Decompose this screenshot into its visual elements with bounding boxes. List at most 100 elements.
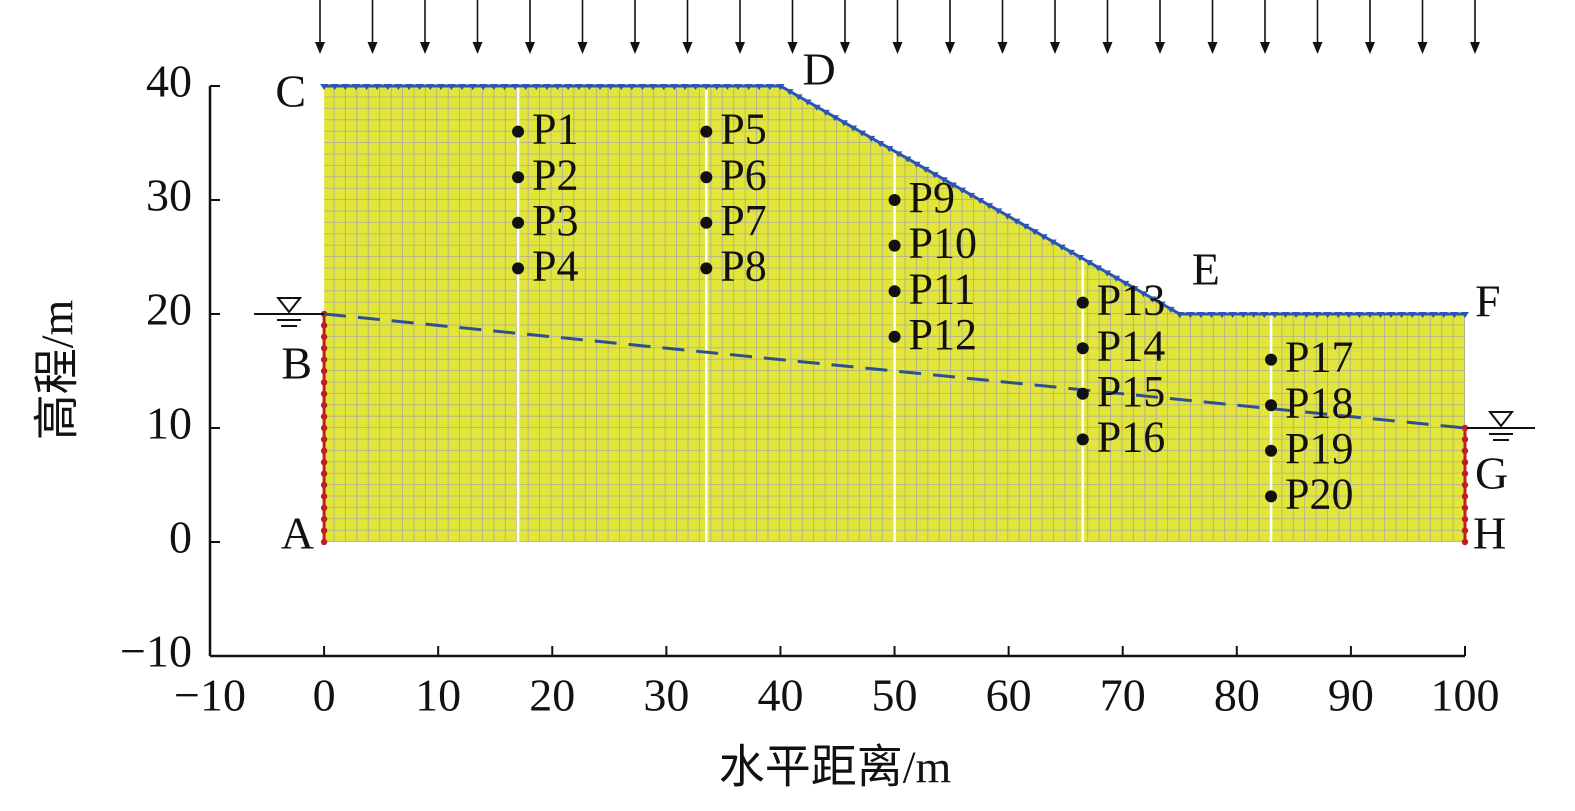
boundary-marker	[1249, 312, 1258, 318]
boundary-marker	[1103, 270, 1112, 277]
boundary-marker	[1012, 218, 1021, 225]
load-arrow-head	[315, 42, 325, 54]
boundary-marker	[1112, 275, 1121, 282]
y-tick-label: 0	[169, 512, 192, 563]
boundary-marker	[574, 84, 583, 90]
water-symbol	[277, 319, 302, 327]
point-label: P2	[532, 150, 578, 199]
boundary-marker	[627, 84, 636, 90]
boundary-dot	[1461, 424, 1469, 432]
boundary-marker	[1218, 312, 1227, 318]
boundary-marker	[867, 135, 876, 142]
point-label: P18	[1285, 378, 1353, 427]
boundary-marker	[1196, 312, 1205, 318]
point-label: P20	[1285, 469, 1353, 518]
boundary-marker	[723, 84, 732, 90]
boundary-dot	[1461, 470, 1469, 477]
x-tick-label: 60	[986, 670, 1032, 721]
monitor-point	[1076, 296, 1089, 309]
boundary-marker	[680, 84, 689, 90]
monitor-point	[888, 239, 901, 252]
monitor-point	[888, 194, 901, 206]
boundary-marker	[702, 84, 711, 90]
boundary-marker	[1461, 312, 1469, 318]
boundary-marker	[1429, 312, 1438, 318]
monitor-point	[512, 216, 525, 229]
boundary-marker	[415, 84, 424, 90]
water-symbol	[1489, 433, 1513, 441]
boundary-dot	[320, 356, 328, 363]
boundary-marker	[564, 84, 573, 90]
boundary-marker	[585, 84, 594, 90]
x-tick-label: 10	[415, 670, 461, 721]
boundary-dot	[1461, 504, 1469, 511]
boundary-dot	[320, 402, 328, 409]
x-tick-label: 30	[643, 670, 689, 721]
x-tick-label: −10	[174, 670, 246, 721]
boundary-marker	[1066, 249, 1075, 256]
boundary-marker	[994, 208, 1003, 215]
boundary-marker	[447, 84, 456, 90]
boundary-dot	[320, 516, 328, 523]
boundary-marker	[1376, 312, 1385, 318]
boundary-marker	[803, 99, 812, 106]
boundary-marker	[1030, 229, 1039, 236]
monitor-point	[888, 285, 901, 298]
point-label: P17	[1285, 333, 1353, 382]
load-arrow-head	[787, 42, 798, 54]
monitor-point	[512, 171, 525, 184]
corner-label: E	[1192, 244, 1220, 295]
boundary-dot	[320, 390, 328, 397]
load-arrow-head	[1312, 42, 1323, 54]
y-axis-label: 高程/m	[32, 300, 83, 441]
boundary-marker	[521, 84, 530, 90]
boundary-marker	[839, 120, 848, 127]
boundary-marker	[1186, 312, 1195, 318]
monitor-point	[1076, 387, 1089, 400]
boundary-dot	[320, 424, 328, 432]
boundary-marker	[1157, 301, 1166, 308]
boundary-dot	[1461, 447, 1469, 454]
boundary-marker	[734, 84, 743, 90]
boundary-dot	[320, 436, 328, 443]
monitor-point	[1076, 433, 1089, 446]
monitor-point	[1265, 490, 1278, 503]
boundary-marker	[712, 84, 721, 90]
boundary-marker	[1418, 312, 1427, 318]
boundary-marker	[330, 84, 339, 90]
boundary-marker	[373, 84, 382, 90]
boundary-marker	[1313, 312, 1322, 318]
boundary-marker	[921, 166, 930, 173]
point-label: P4	[532, 241, 578, 290]
boundary-marker	[1021, 223, 1030, 230]
water-symbol	[276, 297, 303, 314]
x-tick-label: 40	[757, 670, 803, 721]
boundary-marker	[1260, 312, 1269, 318]
boundary-marker	[776, 84, 785, 90]
boundary-marker	[1239, 312, 1248, 318]
boundary-marker	[1166, 306, 1175, 313]
boundary-marker	[617, 84, 626, 90]
point-label: P11	[909, 264, 976, 313]
x-tick-label: 20	[529, 670, 575, 721]
corner-label: H	[1473, 508, 1506, 559]
boundary-marker	[785, 89, 794, 96]
load-arrow-head	[1260, 42, 1270, 54]
boundary-marker	[976, 198, 985, 204]
monitor-point	[1265, 444, 1278, 457]
boundary-marker	[606, 84, 615, 90]
corner-label: D	[802, 44, 835, 95]
boundary-marker	[458, 84, 467, 90]
point-label: P3	[532, 196, 578, 245]
boundary-dot	[1461, 459, 1469, 466]
boundary-marker	[1130, 286, 1139, 293]
corner-label: A	[281, 508, 314, 559]
x-tick-label: 80	[1214, 670, 1260, 721]
boundary-dot	[320, 345, 328, 352]
boundary-marker	[948, 182, 957, 189]
boundary-marker	[912, 161, 921, 168]
boundary-dot	[320, 413, 328, 420]
boundary-dot	[320, 367, 328, 375]
boundary-dot	[1461, 436, 1469, 443]
y-tick-label: 30	[146, 170, 192, 221]
